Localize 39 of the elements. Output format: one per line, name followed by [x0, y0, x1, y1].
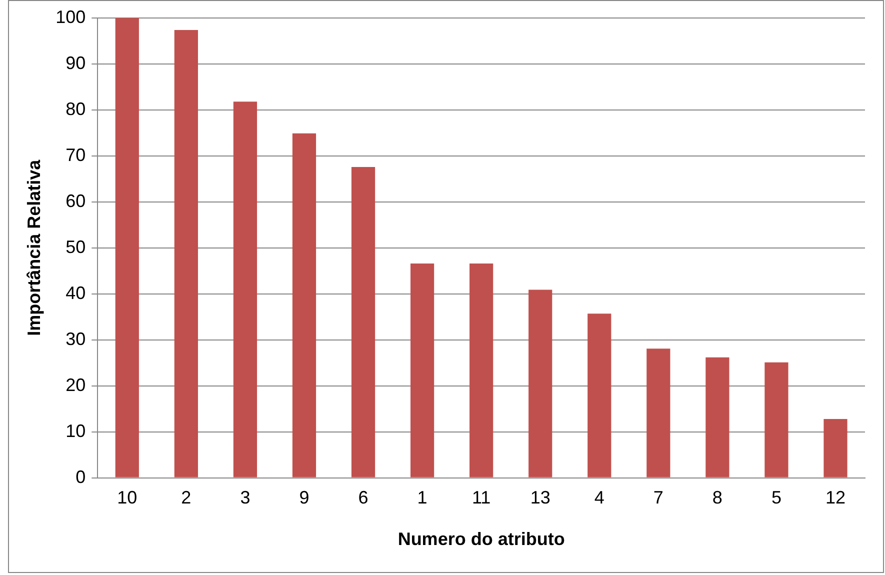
bar	[824, 418, 848, 478]
x-tick-label: 11	[472, 488, 491, 508]
bar	[115, 18, 139, 478]
bar	[410, 264, 434, 478]
x-tick-label: 3	[240, 488, 250, 508]
x-tick-label: 5	[771, 488, 782, 508]
x-tick-label: 8	[712, 488, 722, 508]
x-tick-label: 6	[358, 488, 368, 508]
bar	[764, 362, 788, 478]
y-tick-label: 0	[76, 466, 86, 487]
y-tick-label: 70	[66, 144, 86, 165]
y-tick-label: 100	[56, 6, 86, 27]
y-tick-label: 90	[66, 52, 86, 73]
y-tick-label: 10	[66, 420, 86, 441]
x-tick-label: 7	[653, 488, 664, 508]
bar	[174, 30, 198, 478]
x-tick-label: 12	[825, 488, 846, 508]
y-tick-label: 40	[66, 282, 86, 303]
bar	[292, 133, 316, 478]
bar	[706, 357, 730, 478]
y-tick-label: 60	[66, 190, 86, 211]
y-tick-label: 80	[66, 98, 86, 119]
x-tick-label: 2	[181, 488, 192, 508]
bar	[470, 264, 494, 478]
y-tick-label: 20	[66, 374, 86, 395]
y-tick-label: 30	[66, 328, 86, 349]
x-tick-label: 13	[530, 488, 550, 508]
x-tick-label: 4	[594, 488, 604, 508]
x-axis-title: Numero do atributo	[398, 529, 565, 550]
bar	[646, 348, 670, 478]
y-tick-label: 50	[66, 236, 86, 257]
x-tick-label: 10	[117, 488, 138, 508]
bar	[233, 102, 258, 478]
y-axis-title: Importância Relativa	[24, 158, 44, 336]
bar	[528, 290, 552, 478]
bar	[351, 166, 376, 478]
bar	[588, 314, 612, 478]
x-tick-label: 1	[417, 488, 428, 508]
x-tick-label: 9	[299, 488, 310, 508]
